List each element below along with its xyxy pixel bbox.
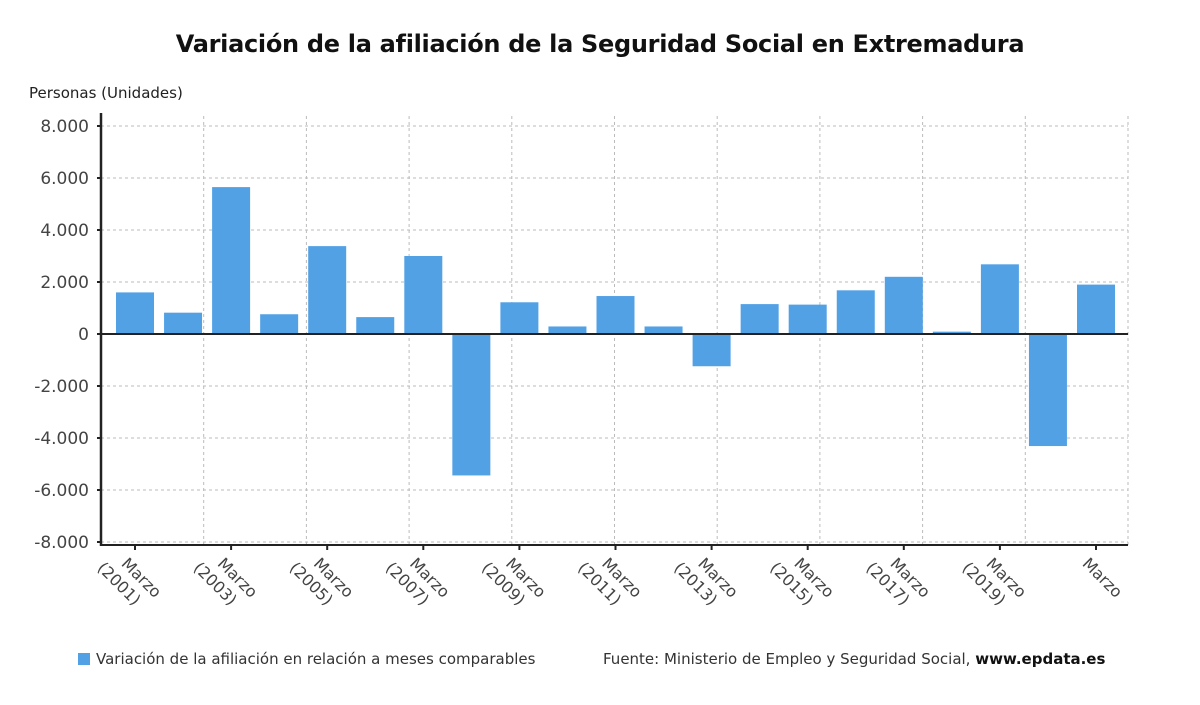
x-tick-label: Marzo(2015) <box>766 554 838 609</box>
x-tick-label: Marzo(2019) <box>959 554 1031 609</box>
bar[interactable] <box>692 334 731 367</box>
bar[interactable] <box>356 317 395 334</box>
y-axis-unit-label: Personas (Unidades) <box>29 84 183 102</box>
bar[interactable] <box>836 290 875 334</box>
x-tick-label: Marzo(2007) <box>382 554 454 609</box>
bar[interactable] <box>596 296 635 334</box>
x-tick-label-line1: Marzo <box>1079 554 1127 602</box>
x-tick-label: Marzo(2013) <box>670 554 742 609</box>
bar[interactable] <box>932 331 971 334</box>
bar[interactable] <box>1077 284 1115 334</box>
bar[interactable] <box>260 314 299 334</box>
bar[interactable] <box>500 302 539 334</box>
legend-swatch <box>78 653 90 665</box>
x-tick-label: Marzo(2003) <box>190 554 262 609</box>
y-tick-label: -4.000 <box>34 429 89 449</box>
legend-label: Variación de la afiliación en relación a… <box>96 650 536 668</box>
y-tick-label: 8.000 <box>40 117 89 137</box>
bar[interactable] <box>164 312 203 334</box>
source-link[interactable]: www.epdata.es <box>975 650 1106 668</box>
x-tick-label: Marzo(2017) <box>862 554 934 609</box>
bar[interactable] <box>404 256 443 334</box>
bar[interactable] <box>1028 334 1067 447</box>
y-tick-label: 2.000 <box>40 273 89 293</box>
source-note: Fuente: Ministerio de Empleo y Seguridad… <box>603 650 1105 668</box>
bar[interactable] <box>740 304 779 334</box>
y-tick-label: 0 <box>78 325 89 345</box>
x-tick-label: Marzo(2009) <box>478 554 550 609</box>
bars <box>116 187 1115 476</box>
bar[interactable] <box>788 304 827 334</box>
bar[interactable] <box>116 292 154 334</box>
legend: Variación de la afiliación en relación a… <box>78 650 535 668</box>
y-tick-label: -2.000 <box>34 377 89 397</box>
bar[interactable] <box>884 276 923 334</box>
bar[interactable] <box>548 326 587 334</box>
x-tick-label: Marzo(2005) <box>286 554 358 609</box>
bar[interactable] <box>644 326 683 334</box>
y-tick-label: 4.000 <box>40 221 89 241</box>
bar[interactable] <box>980 264 1019 334</box>
y-tick-label: 6.000 <box>40 169 89 189</box>
source-text: Fuente: Ministerio de Empleo y Seguridad… <box>603 650 971 668</box>
y-tick-label: -8.000 <box>34 533 89 553</box>
bar[interactable] <box>212 187 251 334</box>
y-tick-label: -6.000 <box>34 481 89 501</box>
bar[interactable] <box>452 334 491 476</box>
x-tick-label: Marzo(2011) <box>574 554 646 609</box>
y-axis-ticks: 8.000 6.000 4.000 2.000 0 -2.000 -4.000 -6.000 -… <box>34 117 101 553</box>
x-tick-label: Marzo(2001) <box>94 554 166 609</box>
x-tick-label: Marzo <box>1079 554 1127 602</box>
x-axis-ticks: Marzo(2001) Marzo(2003) Marzo(2005) Marzo(2… <box>94 545 1127 609</box>
chart-title: Variación de la afiliación de la Segurid… <box>175 30 1025 58</box>
bar[interactable] <box>308 246 347 334</box>
